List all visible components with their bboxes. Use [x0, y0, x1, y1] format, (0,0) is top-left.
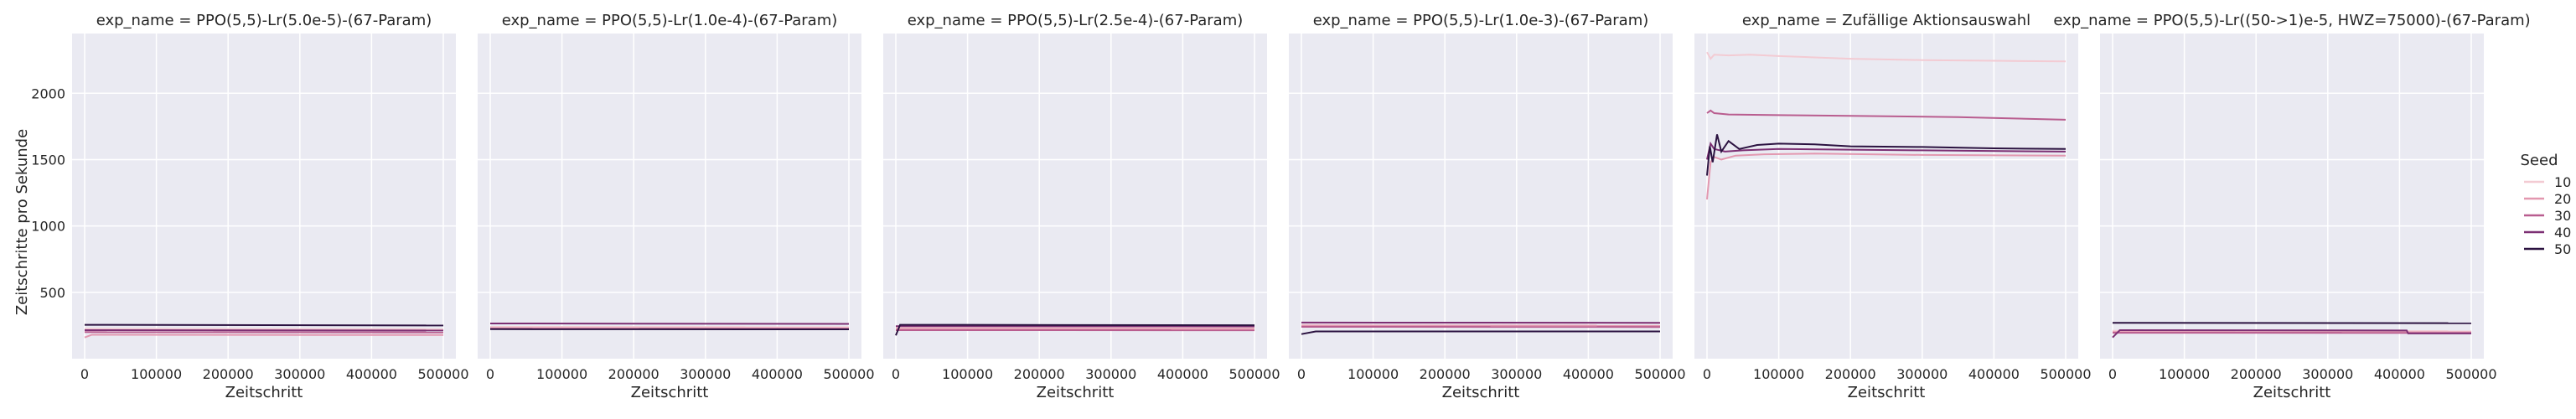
x-axis-label: Zeitschritt [1848, 384, 1926, 401]
x-tick-label: 400000 [1563, 366, 1614, 382]
x-tick-label: 100000 [942, 366, 993, 382]
y-tick-label: 1500 [31, 152, 65, 168]
x-axis-label: Zeitschritt [1037, 384, 1115, 401]
x-tick-label: 0 [1703, 366, 1711, 382]
legend-label-10: 10 [2554, 174, 2571, 190]
x-tick-label: 0 [80, 366, 89, 382]
x-tick-label: 500000 [1229, 366, 1280, 382]
facet-panel: exp_name = PPO(5,5)-Lr(1.0e-4)-(67-Param… [478, 12, 875, 401]
panel-title: exp_name = PPO(5,5)-Lr(1.0e-3)-(67-Param… [1313, 12, 1649, 29]
panel-title: exp_name = PPO(5,5)-Lr(1.0e-4)-(67-Param… [502, 12, 838, 29]
legend-label-40: 40 [2554, 225, 2571, 241]
panel-title: exp_name = PPO(5,5)-Lr(2.5e-4)-(67-Param… [908, 12, 1244, 29]
x-tick-label: 500000 [823, 366, 874, 382]
x-tick-label: 100000 [536, 366, 587, 382]
y-tick-label: 2000 [31, 85, 65, 101]
series-line-seed-40 [489, 323, 850, 325]
x-tick-label: 200000 [203, 366, 254, 382]
panel-title: exp_name = Zufällige Aktionsauswahl [1742, 12, 2030, 29]
x-tick-label: 200000 [1420, 366, 1471, 382]
plot-background [72, 34, 456, 359]
x-axis-label: Zeitschritt [631, 384, 709, 401]
x-tick-label: 300000 [1491, 366, 1542, 382]
series-line-seed-10 [1706, 51, 2066, 63]
facet-panel: exp_name = PPO(5,5)-Lr((50->1)e-5, HWZ=7… [2053, 12, 2530, 401]
x-tick-label: 100000 [1347, 366, 1399, 382]
plot-background [1694, 34, 2078, 359]
x-tick-label: 400000 [1968, 366, 2020, 382]
series-line-seed-40 [1706, 141, 2066, 160]
x-tick-label: 400000 [346, 366, 397, 382]
plot-background [2100, 34, 2484, 359]
plot-background [1289, 34, 1673, 359]
series-line-seed-50 [1301, 330, 1660, 335]
plot-background [478, 34, 861, 359]
x-tick-label: 0 [2108, 366, 2117, 382]
x-tick-label: 0 [486, 366, 494, 382]
x-tick-label: 300000 [274, 366, 325, 382]
x-tick-label: 500000 [417, 366, 468, 382]
x-tick-label: 400000 [2374, 366, 2425, 382]
x-tick-label: 200000 [608, 366, 660, 382]
x-tick-label: 100000 [1753, 366, 1804, 382]
series-line-seed-30 [1706, 109, 2066, 121]
facet-panel: exp_name = Zufällige Aktionsauswahl 0 1000… [1694, 12, 2092, 401]
legend-title: Seed [2521, 152, 2558, 169]
x-tick-label: 300000 [680, 366, 731, 382]
series-line-seed-50 [84, 323, 444, 327]
facet-panels: exp_name = PPO(5,5)-Lr(5.0e-5)-(67-Param… [31, 12, 2530, 401]
x-tick-label: 0 [1297, 366, 1306, 382]
y-tick-label: 500 [39, 285, 65, 301]
series-line-seed-20 [84, 334, 444, 339]
legend-label-50: 50 [2554, 241, 2571, 257]
series-line-seed-50 [895, 323, 1255, 336]
x-axis-label: Zeitschritt [2253, 384, 2331, 401]
x-tick-label: 0 [892, 366, 900, 382]
x-tick-label: 200000 [1825, 366, 1876, 382]
x-tick-label: 100000 [2159, 366, 2210, 382]
plot-background [883, 34, 1267, 359]
panel-title: exp_name = PPO(5,5)-Lr(5.0e-5)-(67-Param… [96, 12, 432, 29]
x-tick-label: 500000 [1634, 366, 1685, 382]
series-line-seed-50 [1706, 134, 2066, 176]
x-tick-label: 500000 [2445, 366, 2496, 382]
x-tick-label: 300000 [2302, 366, 2353, 382]
x-tick-label: 300000 [1896, 366, 1948, 382]
y-axis-label: Zeitschritte pro Sekunde [13, 129, 31, 315]
series-line-seed-40 [2112, 328, 2471, 339]
facet-panel: exp_name = PPO(5,5)-Lr(1.0e-3)-(67-Param… [1289, 12, 1686, 401]
x-tick-label: 300000 [1085, 366, 1136, 382]
facet-panel: exp_name = PPO(5,5)-Lr(5.0e-5)-(67-Param… [31, 12, 468, 401]
facet-panel: exp_name = PPO(5,5)-Lr(2.5e-4)-(67-Param… [883, 12, 1280, 401]
panel-title: exp_name = PPO(5,5)-Lr((50->1)e-5, HWZ=7… [2053, 12, 2530, 29]
x-tick-label: 200000 [2231, 366, 2282, 382]
y-tick-label: 1000 [31, 219, 65, 235]
x-tick-label: 100000 [131, 366, 182, 382]
x-axis-label: Zeitschritt [1442, 384, 1520, 401]
x-tick-label: 400000 [752, 366, 803, 382]
legend-label-30: 30 [2554, 208, 2571, 224]
x-axis-label: Zeitschritt [225, 384, 303, 401]
x-tick-label: 500000 [2040, 366, 2091, 382]
legend-label-20: 20 [2554, 191, 2571, 207]
x-tick-label: 400000 [1157, 366, 1208, 382]
x-tick-label: 200000 [1014, 366, 1065, 382]
